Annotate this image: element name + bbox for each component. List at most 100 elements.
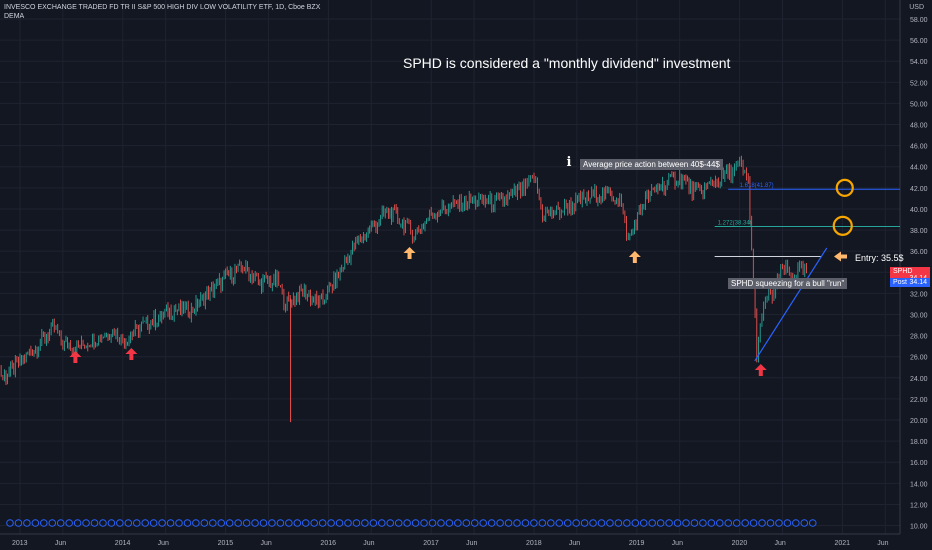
dividend-marker-icon <box>597 519 606 527</box>
dividend-marker-icon <box>285 519 293 527</box>
post-tag-value: 34.14 <box>909 279 927 286</box>
y-tick-label: 24.00 <box>910 376 928 383</box>
dividend-marker-icon <box>73 519 82 527</box>
dividend-marker-icon <box>462 519 471 527</box>
arrow-left-icon <box>834 251 847 262</box>
dividend-marker-icon <box>82 519 90 527</box>
x-tick-label: 2019 <box>629 540 645 547</box>
dividend-marker-icon <box>107 519 116 527</box>
x-tick-label: 2016 <box>320 540 336 547</box>
y-tick-label: 22.00 <box>910 397 928 404</box>
dividend-marker-icon <box>293 519 302 527</box>
y-tick-label: 52.00 <box>910 80 928 87</box>
dividend-marker-icon <box>56 519 65 527</box>
info-icon[interactable]: i <box>566 155 572 170</box>
trend-line <box>754 247 828 362</box>
dividend-marker-icon <box>352 519 361 527</box>
dividend-marker-icon <box>420 519 428 527</box>
dividend-marker-icon <box>310 519 319 527</box>
dividend-marker-icon <box>183 519 192 527</box>
dividend-marker-icon <box>361 519 369 527</box>
y-tick-label: 14.00 <box>910 481 928 488</box>
dividend-marker-icon <box>741 519 749 527</box>
y-tick-label: 28.00 <box>910 334 928 341</box>
indicator-label[interactable]: DEMA <box>4 13 25 20</box>
arrow-up-icon <box>69 351 82 363</box>
dividend-marker-icon <box>14 519 23 527</box>
post-price-tag: Post 34.14 <box>890 278 930 287</box>
dividend-marker-icon <box>268 519 276 527</box>
fib-upper-label: 1.618(41.87) <box>740 183 774 189</box>
y-tick-label: 36.00 <box>910 249 928 256</box>
dividend-marker-icon <box>301 519 310 527</box>
dividend-marker-icon <box>470 519 479 527</box>
y-tick-label: 12.00 <box>910 502 928 509</box>
dividend-marker-icon <box>614 519 623 527</box>
dividend-marker-icon <box>90 519 99 527</box>
dividend-marker-icon <box>99 519 107 527</box>
x-tick-label: Jun <box>569 540 580 547</box>
x-tick-label: 2014 <box>115 540 131 547</box>
dividend-marker-icon <box>234 519 242 527</box>
dividend-marker-icon <box>808 519 817 527</box>
average-price-note: Average price action between 40$-44$ <box>580 159 723 170</box>
x-tick-label: 2018 <box>526 540 542 547</box>
dividend-marker-icon <box>116 519 124 527</box>
dividend-marker-icon <box>563 519 572 527</box>
dividend-marker-icon <box>707 519 716 527</box>
y-tick-label: 54.00 <box>910 59 928 66</box>
dividend-marker-icon <box>699 519 707 527</box>
y-tick-label: 16.00 <box>910 460 928 467</box>
x-tick-label: 2021 <box>834 540 850 547</box>
dividend-marker-icon <box>192 519 200 527</box>
dividend-marker-icon <box>479 519 488 527</box>
dividend-marker-icon <box>716 519 724 527</box>
dividend-marker-icon <box>23 519 31 527</box>
x-tick-label: 2015 <box>218 540 234 547</box>
arrow-up-icon <box>628 251 641 263</box>
x-tick-label: Jun <box>363 540 374 547</box>
dividend-marker-icon <box>504 519 513 527</box>
y-tick-label: 26.00 <box>910 355 928 362</box>
x-tick-label: Jun <box>260 540 271 547</box>
dividend-marker-icon <box>766 519 775 527</box>
dividend-marker-icon <box>335 519 344 527</box>
dividend-marker-icon <box>758 519 766 527</box>
y-tick-label: 44.00 <box>910 165 928 172</box>
dividend-marker-icon <box>656 519 665 527</box>
dividend-marker-icon <box>682 519 690 527</box>
y-tick-label: 18.00 <box>910 439 928 446</box>
dividend-marker-icon <box>724 519 733 527</box>
dividend-marker-icon <box>623 519 631 527</box>
y-tick-label: 38.00 <box>910 228 928 235</box>
dividend-marker-icon <box>242 519 251 527</box>
y-tick-label: 32.00 <box>910 291 928 298</box>
dividend-marker-icon <box>251 519 259 527</box>
dividend-marker-icon <box>124 519 133 527</box>
squeeze-note: SPHD squeezing for a bull "run" <box>728 278 848 289</box>
dividend-marker-icon <box>580 519 589 527</box>
dividend-marker-icon <box>428 519 437 527</box>
dividend-marker-icon <box>276 519 285 527</box>
symbol-header: INVESCO EXCHANGE TRADED FD TR II S&P 500… <box>4 4 321 11</box>
dividend-marker-icon <box>631 519 640 527</box>
x-tick-label: Jun <box>877 540 888 547</box>
dividend-marker-icon <box>521 519 530 527</box>
x-tick-label: 2017 <box>423 540 439 547</box>
dividend-marker-icon <box>225 519 234 527</box>
dividend-marker-icon <box>175 519 183 527</box>
arrow-up-icon <box>403 247 416 259</box>
dividend-marker-icon <box>496 519 504 527</box>
dividend-marker-icon <box>200 519 209 527</box>
y-tick-label: 50.00 <box>910 101 928 108</box>
dividend-marker-icon <box>40 519 48 527</box>
dividend-marker-icon <box>166 519 175 527</box>
dividend-marker-icon <box>547 519 555 527</box>
x-tick-label: Jun <box>55 540 66 547</box>
dividend-marker-icon <box>403 519 411 527</box>
arrow-up-icon <box>125 348 138 360</box>
dividend-marker-icon <box>48 519 57 527</box>
dividend-marker-icon <box>732 519 741 527</box>
